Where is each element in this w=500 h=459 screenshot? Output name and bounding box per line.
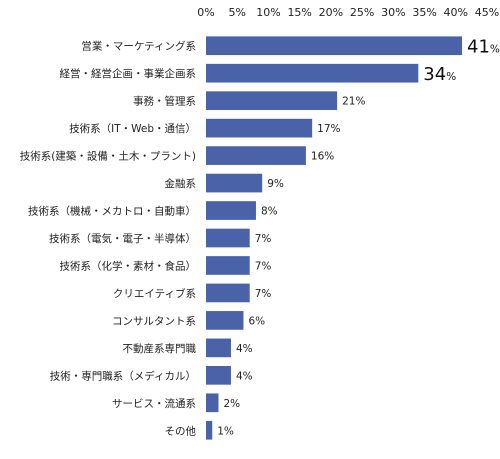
x-tick-label: 30% [381, 6, 405, 19]
category-label: 営業・マーケティング系 [81, 40, 196, 53]
bar [206, 63, 419, 83]
bar [206, 420, 213, 440]
bar [206, 365, 231, 385]
x-tick-label: 40% [444, 6, 468, 19]
category-label: 技術系（化学・素材・食品） [60, 259, 197, 272]
data-label: 41% [467, 37, 500, 58]
bar [206, 118, 313, 138]
data-label: 2% [223, 398, 240, 410]
data-label: 7% [255, 260, 272, 272]
x-tick-label: 10% [256, 6, 280, 19]
bar [206, 201, 256, 220]
bar [206, 228, 250, 248]
data-label: 7% [255, 288, 272, 300]
category-label: クリエイティブ系 [113, 287, 196, 300]
x-tick-label: 45% [475, 6, 499, 19]
data-label: 8% [261, 206, 278, 218]
x-tick-label: 20% [319, 6, 343, 19]
bar [206, 173, 263, 193]
bar [206, 338, 231, 358]
category-label: 事務・管理系 [133, 95, 196, 108]
data-label: 7% [255, 233, 272, 245]
bar [206, 283, 250, 303]
data-label: 21% [342, 96, 365, 108]
data-label: 9% [267, 178, 284, 190]
x-tick-label: 35% [412, 6, 436, 19]
category-label: 不動産系専門職 [123, 342, 197, 355]
data-label: 16% [311, 151, 334, 163]
data-label: 34% [423, 64, 456, 85]
bar [206, 91, 338, 111]
category-label: コンサルタント系 [112, 315, 196, 327]
category-label: 技術系(建築・設備・土木・プラント) [20, 150, 196, 163]
x-tick-label: 5% [228, 6, 245, 19]
bar [206, 36, 463, 56]
data-label: 6% [248, 315, 265, 327]
data-label: 17% [317, 123, 340, 135]
x-tick-label: 15% [287, 6, 311, 19]
data-label: 4% [236, 343, 253, 355]
category-label: 技術系（電気・電子・半導体） [49, 232, 196, 245]
category-label: サービス・流通系 [112, 397, 196, 410]
data-label: 1% [217, 425, 234, 437]
bar [206, 393, 219, 413]
data-label: 4% [236, 370, 253, 382]
x-tick-label: 25% [350, 6, 374, 19]
bar [206, 146, 306, 165]
category-label: 金融系 [165, 177, 197, 190]
bar-series [206, 36, 463, 440]
category-label: 技術系（IT・Web・通信） [69, 122, 196, 135]
category-labels: 営業・マーケティング系経営・経営企画・事業企画系事務・管理系技術系（IT・Web… [20, 40, 197, 438]
category-label: 技術系（機械・メカトロ・自動車） [28, 205, 196, 218]
category-label: 技術・専門職系（メディカル） [50, 369, 196, 382]
bar [206, 311, 244, 330]
x-axis-ticks: 0% 5% 10% 15% 20% 25% 30% 35% 40% 45% [197, 6, 499, 19]
category-label: その他 [165, 424, 197, 437]
bar [206, 256, 250, 275]
x-tick-label: 0% [197, 6, 214, 19]
category-label: 経営・経営企画・事業企画系 [60, 67, 197, 80]
